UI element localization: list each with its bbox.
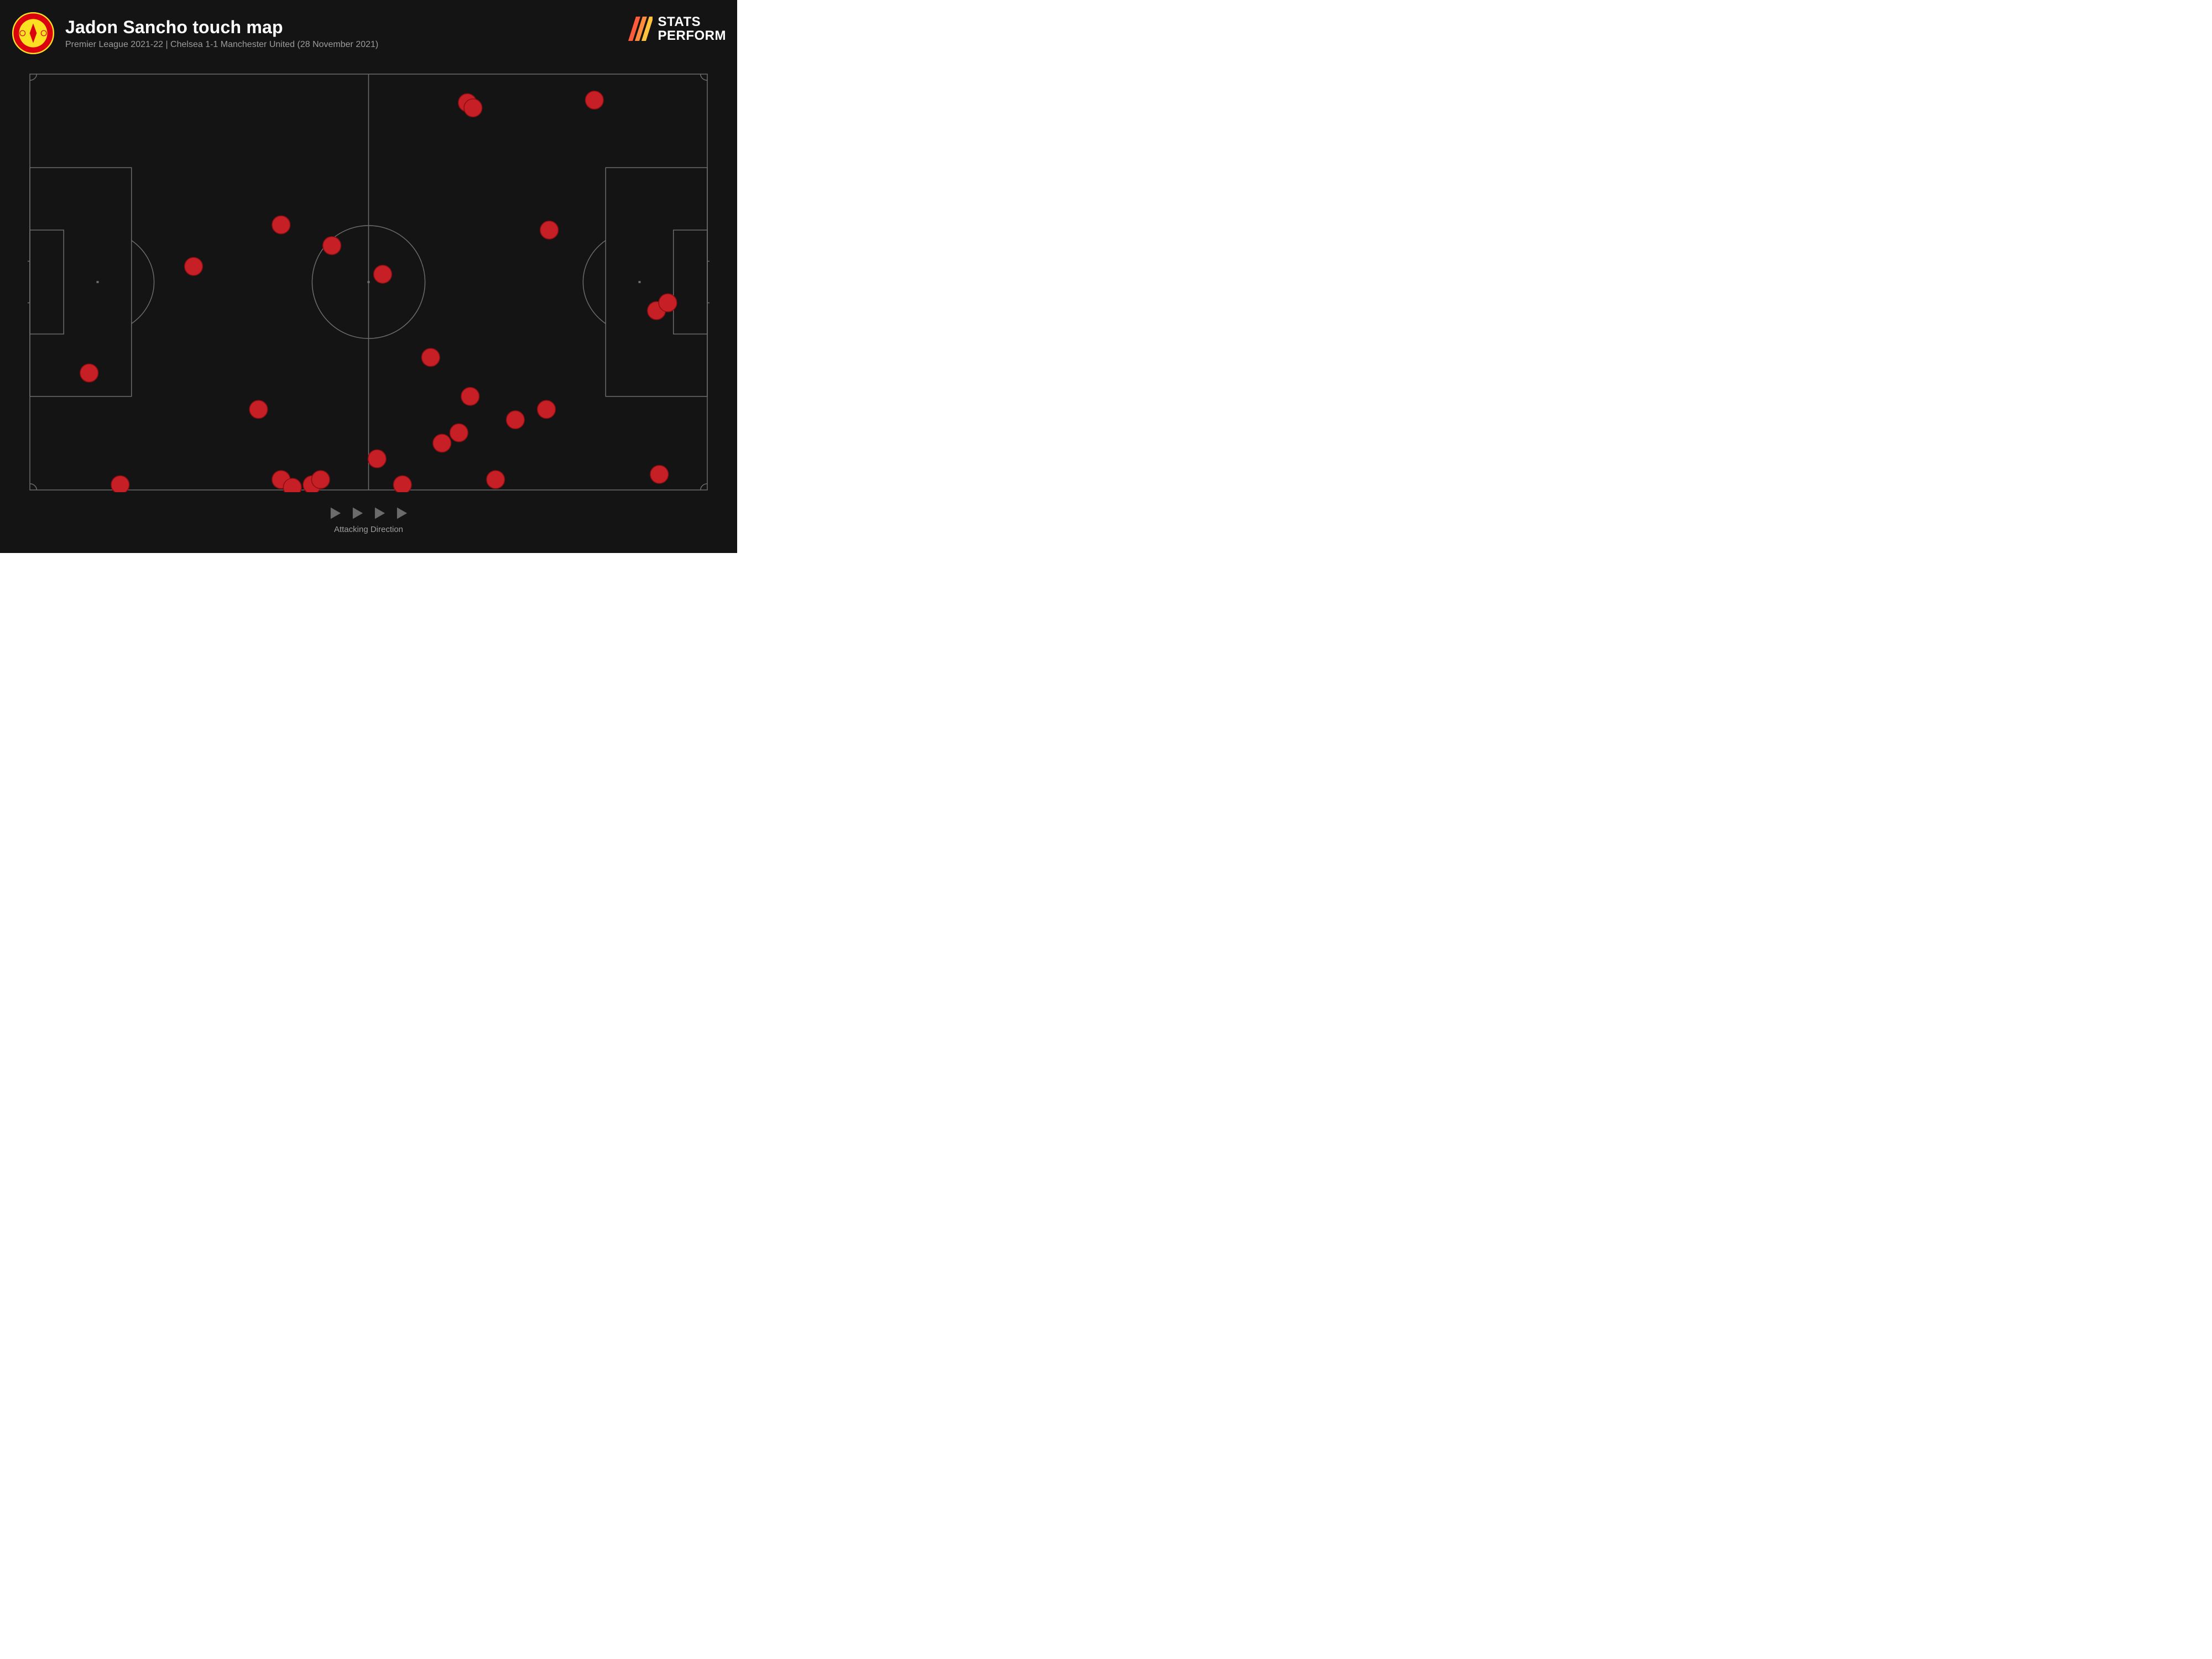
brand-line-2: PERFORM xyxy=(658,29,727,43)
direction-arrow-icon xyxy=(373,506,387,520)
chart-subtitle: Premier League 2021-22 | Chelsea 1-1 Man… xyxy=(65,40,378,50)
brand-logo: STATS PERFORM xyxy=(624,11,727,43)
touch-point xyxy=(272,216,290,234)
touch-point xyxy=(507,411,525,429)
touch-point xyxy=(368,450,386,468)
touch-point xyxy=(586,91,604,109)
touch-point xyxy=(650,465,669,483)
touch-point xyxy=(421,348,440,367)
touch-point xyxy=(538,400,556,419)
chart-title: Jadon Sancho touch map xyxy=(65,17,378,38)
pitch-touch-map xyxy=(28,72,709,492)
touch-point xyxy=(249,400,268,419)
touch-point xyxy=(540,221,559,239)
club-crest-icon xyxy=(11,11,55,55)
direction-arrows xyxy=(328,506,409,520)
touch-point xyxy=(433,434,451,452)
direction-arrow-icon xyxy=(395,506,409,520)
touch-point xyxy=(80,364,98,382)
brand-text: STATS PERFORM xyxy=(658,15,727,43)
brand-line-1: STATS xyxy=(658,15,727,29)
touch-point xyxy=(393,476,411,492)
direction-arrow-icon xyxy=(351,506,365,520)
touch-point xyxy=(185,257,203,275)
touch-point xyxy=(111,476,129,492)
touch-point xyxy=(374,265,392,284)
attacking-direction-label: Attacking Direction xyxy=(334,525,403,534)
pitch-container xyxy=(28,72,709,492)
brand-slash-icon xyxy=(624,14,653,43)
direction-arrow-icon xyxy=(328,506,343,520)
touch-point xyxy=(283,478,301,492)
touch-point xyxy=(450,424,468,442)
touch-point xyxy=(464,99,482,117)
header-left: Jadon Sancho touch map Premier League 20… xyxy=(11,11,378,55)
touch-point xyxy=(461,387,479,405)
title-block: Jadon Sancho touch map Premier League 20… xyxy=(65,17,378,50)
touch-point xyxy=(323,237,341,255)
direction-indicator: Attacking Direction xyxy=(0,506,737,534)
touch-point xyxy=(487,471,505,489)
header: Jadon Sancho touch map Premier League 20… xyxy=(11,11,726,55)
touch-point xyxy=(659,294,677,312)
touch-point xyxy=(311,471,330,489)
